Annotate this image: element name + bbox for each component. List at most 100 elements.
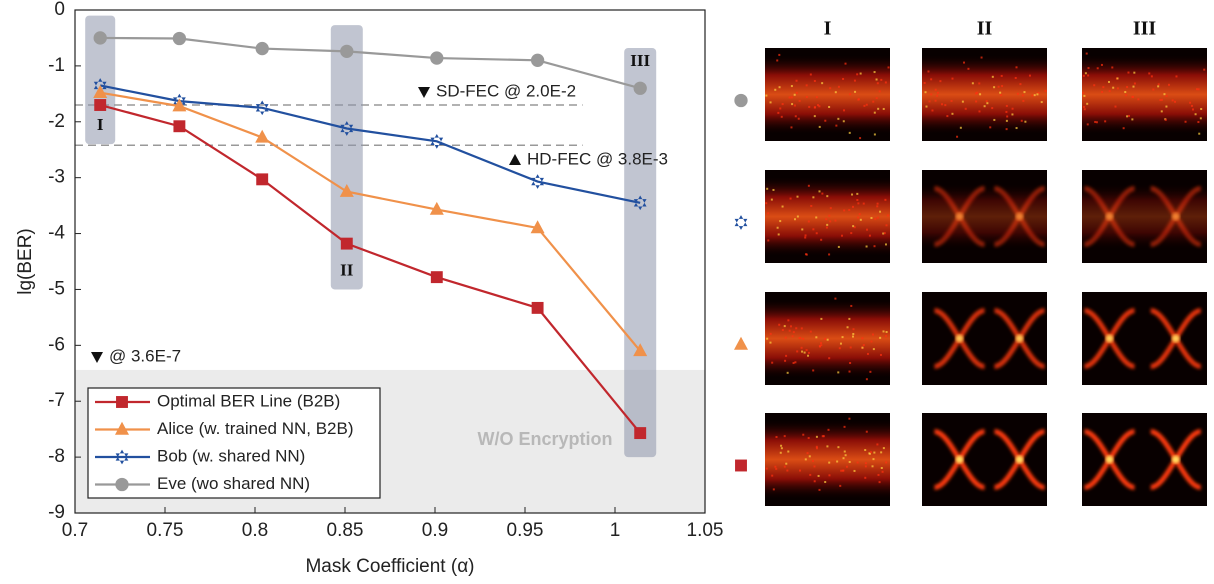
eye-speckle: [806, 254, 808, 256]
eye-speckle: [984, 105, 986, 107]
eye-speckle: [829, 87, 831, 89]
eye-speckle: [842, 470, 844, 472]
eye-speckle: [809, 474, 811, 476]
eye-crossing: [1106, 335, 1114, 343]
eye-speckle: [801, 347, 803, 349]
eye-speckle: [1015, 77, 1017, 79]
eye-speckle: [815, 216, 817, 218]
y-tick-label: 0: [54, 0, 65, 20]
legend-label: Eve (wo shared NN): [157, 474, 310, 493]
eye-speckle: [766, 338, 768, 340]
x-tick-label: 0.7: [62, 520, 88, 541]
eye-speckle: [779, 86, 781, 88]
eye-speckle: [849, 93, 851, 95]
eye-speckle: [863, 203, 865, 205]
eye-speckle: [876, 97, 878, 99]
highlight-band: [624, 48, 656, 457]
marker-square: [735, 460, 747, 472]
eye-speckle: [866, 229, 868, 231]
eye-speckle: [1087, 74, 1089, 76]
eye-speckle: [824, 338, 826, 340]
eye-speckle: [1006, 115, 1008, 117]
eye-speckle: [821, 82, 823, 84]
eye-speckle: [848, 418, 850, 420]
eye-speckle: [944, 104, 946, 106]
eye-speckle: [816, 436, 818, 438]
eye-speckle: [852, 206, 854, 208]
eye-speckle: [935, 89, 937, 91]
eye-speckle: [797, 196, 799, 198]
eye-speckle: [801, 327, 803, 329]
eye-speckle: [1168, 84, 1170, 86]
eye-speckle: [859, 137, 861, 139]
eye-noise-band: [765, 299, 890, 377]
eye-speckle: [780, 452, 782, 454]
eye-speckle: [1124, 91, 1126, 93]
eye-speckle: [785, 337, 787, 339]
eye-speckle: [802, 338, 804, 340]
eye-speckle: [848, 318, 850, 320]
eye-speckle: [882, 471, 884, 473]
eye-speckle: [1000, 94, 1002, 96]
eye-speckle: [1024, 121, 1026, 123]
eye-speckle: [863, 105, 865, 107]
eye-speckle: [771, 199, 773, 201]
eye-speckle: [810, 205, 812, 207]
eye-speckle: [810, 331, 812, 333]
eye-speckle: [876, 78, 878, 80]
eye-speckle: [1019, 83, 1021, 85]
eye-speckle: [812, 196, 814, 198]
eye-speckle: [872, 458, 874, 460]
eye-speckle: [884, 199, 886, 201]
eye-speckle: [870, 217, 872, 219]
eye-speckle: [1109, 90, 1111, 92]
x-tick-label: 0.95: [507, 520, 544, 541]
eye-speckle: [866, 104, 868, 106]
eye-speckle: [816, 96, 818, 98]
eye-speckle: [1005, 111, 1007, 113]
eye-speckle: [1011, 113, 1013, 115]
eye-speckle: [820, 239, 822, 241]
eye-crossing: [956, 335, 964, 343]
eye-speckle: [1128, 115, 1130, 117]
eye-speckle: [843, 457, 845, 459]
eye-speckle: [814, 80, 816, 82]
eye-column-label: I: [824, 18, 832, 40]
marker-triangle: [734, 337, 748, 350]
eye-speckle: [930, 78, 932, 80]
eye-speckle: [879, 481, 881, 483]
eye-noise-band: [922, 184, 1047, 249]
eye-speckle: [794, 94, 796, 96]
eye-speckle: [766, 188, 768, 190]
eye-speckle: [848, 209, 850, 211]
eye-speckle: [785, 463, 787, 465]
eye-speckle: [960, 127, 962, 129]
eye-speckle: [849, 461, 851, 463]
eye-speckle: [861, 347, 863, 349]
eye-speckle: [1036, 93, 1038, 95]
eye-speckle: [801, 351, 803, 353]
eye-speckle: [802, 434, 804, 436]
eye-speckle: [1086, 53, 1088, 55]
eye-speckle: [965, 108, 967, 110]
eye-speckle: [818, 190, 820, 192]
eye-speckle: [867, 353, 869, 355]
eye-speckle: [976, 92, 978, 94]
eye-speckle: [877, 474, 879, 476]
x-tick-label: 0.85: [327, 520, 364, 541]
eye-speckle: [821, 193, 823, 195]
eye-speckle: [766, 468, 768, 470]
eye-speckle: [877, 108, 879, 110]
eye-speckle: [951, 78, 953, 80]
eye-speckle: [963, 62, 965, 64]
eye-speckle: [779, 220, 781, 222]
eye-speckle: [796, 80, 798, 82]
eye-speckle: [850, 232, 852, 234]
eye-speckle: [853, 470, 855, 472]
eye-speckle: [986, 100, 988, 102]
eye-speckle: [814, 115, 816, 117]
eye-speckle: [873, 452, 875, 454]
eye-noise-band: [765, 420, 890, 498]
legend: Optimal BER Line (B2B)Alice (w. trained …: [88, 388, 380, 498]
eye-speckle: [826, 195, 828, 197]
